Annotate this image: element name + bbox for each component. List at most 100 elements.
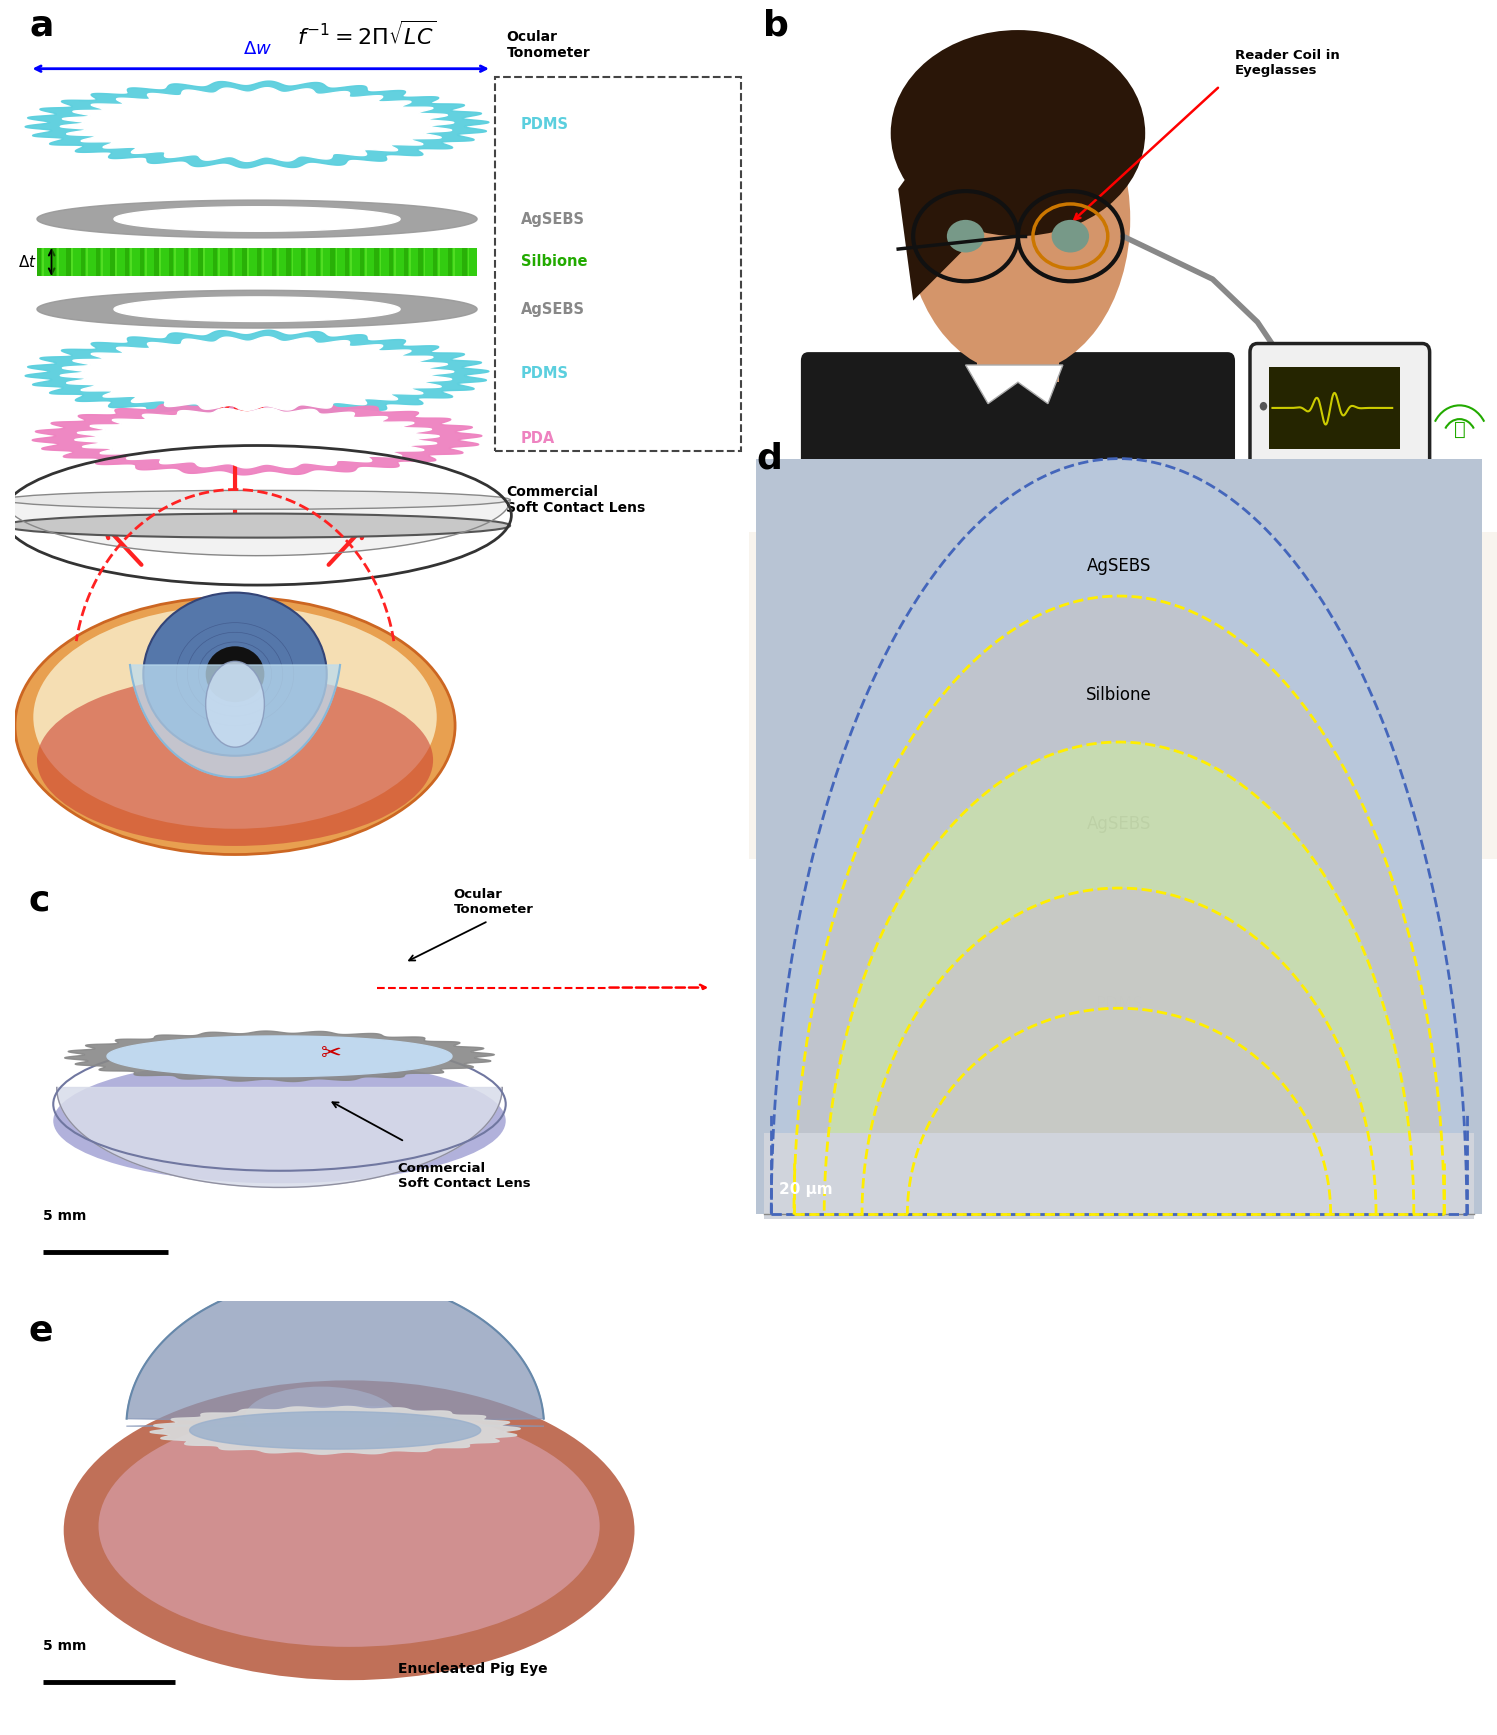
- FancyBboxPatch shape: [801, 352, 1235, 524]
- Bar: [111, 248, 115, 276]
- Bar: [234, 248, 235, 276]
- Text: Ocular
Tonometer: Ocular Tonometer: [454, 888, 533, 916]
- Ellipse shape: [4, 491, 510, 510]
- Text: 🔔: 🔔: [1454, 420, 1466, 439]
- Bar: [307, 248, 308, 276]
- Ellipse shape: [1259, 403, 1266, 411]
- Bar: [139, 248, 144, 276]
- Bar: [496, 78, 741, 451]
- FancyBboxPatch shape: [1190, 571, 1475, 821]
- Text: a: a: [30, 9, 54, 43]
- Bar: [433, 248, 437, 276]
- Ellipse shape: [205, 661, 265, 748]
- Bar: [748, 533, 1497, 859]
- Text: AgSEBS: AgSEBS: [1087, 557, 1151, 574]
- Bar: [359, 248, 364, 276]
- Bar: [335, 248, 337, 276]
- Polygon shape: [75, 408, 439, 468]
- Bar: [380, 248, 382, 276]
- Bar: [1269, 366, 1400, 449]
- Polygon shape: [130, 665, 340, 777]
- Bar: [154, 248, 159, 276]
- Polygon shape: [913, 618, 1010, 696]
- Bar: [37, 248, 478, 276]
- Ellipse shape: [891, 29, 1145, 236]
- Polygon shape: [114, 206, 400, 231]
- Bar: [1220, 623, 1407, 756]
- Ellipse shape: [906, 64, 1130, 373]
- Polygon shape: [57, 1088, 503, 1187]
- Polygon shape: [150, 1407, 521, 1454]
- Bar: [756, 458, 1482, 1214]
- Ellipse shape: [1208, 777, 1225, 796]
- Text: PDMS: PDMS: [521, 116, 569, 132]
- Bar: [409, 248, 410, 276]
- Bar: [292, 248, 293, 276]
- Polygon shape: [966, 364, 1063, 404]
- Text: AgSEBS: AgSEBS: [1087, 815, 1151, 833]
- Bar: [404, 248, 409, 276]
- Bar: [277, 248, 278, 276]
- Bar: [331, 248, 335, 276]
- Bar: [81, 248, 85, 276]
- Text: Enucleated Pig Eye: Enucleated Pig Eye: [398, 1662, 548, 1676]
- Text: Silbione: Silbione: [1087, 685, 1151, 704]
- Text: Commercial
Soft Contact Lens: Commercial Soft Contact Lens: [398, 1162, 530, 1190]
- Text: $\Delta t$: $\Delta t$: [18, 253, 37, 271]
- Bar: [286, 248, 290, 276]
- Text: PDA: PDA: [521, 430, 555, 446]
- Bar: [184, 248, 189, 276]
- Polygon shape: [37, 200, 478, 238]
- Ellipse shape: [205, 645, 265, 703]
- Ellipse shape: [906, 527, 1130, 649]
- Ellipse shape: [771, 541, 1295, 798]
- Polygon shape: [60, 337, 454, 411]
- Bar: [389, 248, 394, 276]
- Bar: [66, 248, 70, 276]
- Bar: [394, 248, 397, 276]
- Text: Commercial
Soft Contact Lens: Commercial Soft Contact Lens: [506, 486, 645, 515]
- Bar: [228, 248, 232, 276]
- Polygon shape: [37, 290, 478, 328]
- Bar: [37, 248, 42, 276]
- Bar: [169, 248, 174, 276]
- Polygon shape: [25, 330, 490, 416]
- Bar: [126, 248, 129, 276]
- Bar: [301, 248, 305, 276]
- Polygon shape: [190, 1412, 481, 1449]
- Text: PDMS: PDMS: [521, 366, 569, 382]
- Text: AgSEBS: AgSEBS: [521, 302, 585, 318]
- Bar: [204, 248, 205, 276]
- Bar: [454, 248, 455, 276]
- Ellipse shape: [1051, 220, 1090, 253]
- Ellipse shape: [975, 623, 1003, 647]
- Bar: [198, 248, 202, 276]
- Text: PDMS: PDMS: [1096, 994, 1142, 1013]
- Bar: [320, 248, 323, 276]
- Polygon shape: [114, 297, 400, 321]
- Bar: [145, 248, 147, 276]
- Text: $f^{-1} = 2\Pi\sqrt{LC}$: $f^{-1} = 2\Pi\sqrt{LC}$: [298, 21, 437, 50]
- Bar: [174, 248, 177, 276]
- Ellipse shape: [54, 1058, 506, 1183]
- Bar: [316, 248, 320, 276]
- Ellipse shape: [948, 220, 985, 253]
- Ellipse shape: [913, 553, 1123, 725]
- Ellipse shape: [33, 606, 437, 829]
- FancyBboxPatch shape: [1250, 344, 1430, 468]
- Bar: [763, 1133, 1475, 1218]
- Text: 5 mm: 5 mm: [43, 1640, 87, 1653]
- Text: Portable VNA: Portable VNA: [778, 543, 879, 557]
- Bar: [272, 248, 275, 276]
- Text: Alert for Ocular
Hypertension: Alert for Ocular Hypertension: [1287, 468, 1404, 496]
- Bar: [87, 248, 88, 276]
- Bar: [365, 248, 367, 276]
- Polygon shape: [126, 1277, 543, 1426]
- Ellipse shape: [144, 593, 326, 756]
- Bar: [72, 248, 73, 276]
- Bar: [213, 248, 217, 276]
- Text: e: e: [28, 1313, 54, 1348]
- Bar: [439, 248, 440, 276]
- Bar: [130, 248, 132, 276]
- Ellipse shape: [37, 675, 433, 847]
